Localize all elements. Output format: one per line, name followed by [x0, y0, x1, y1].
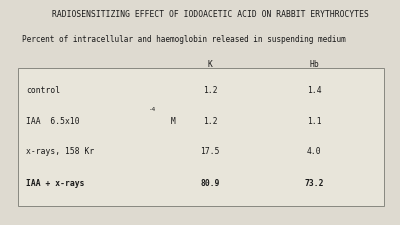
Text: 80.9: 80.9 [200, 178, 220, 187]
FancyBboxPatch shape [18, 69, 384, 206]
Text: 73.2: 73.2 [304, 178, 324, 187]
Text: IAA  6.5x10: IAA 6.5x10 [26, 117, 80, 126]
Text: Hb: Hb [309, 60, 319, 69]
Text: M: M [166, 117, 176, 126]
Text: 1.4: 1.4 [307, 86, 321, 95]
Text: RADIOSENSITIZING EFFECT OF IODOACETIC ACID ON RABBIT ERYTHROCYTES: RADIOSENSITIZING EFFECT OF IODOACETIC AC… [52, 10, 369, 19]
Text: -4: -4 [149, 106, 156, 111]
Text: 1.1: 1.1 [307, 117, 321, 126]
Text: 1.2: 1.2 [203, 117, 217, 126]
Text: 1.2: 1.2 [203, 86, 217, 95]
Text: x-rays, 158 Kr: x-rays, 158 Kr [26, 147, 94, 156]
Text: K: K [208, 60, 212, 69]
Text: 4.0: 4.0 [307, 147, 321, 156]
Text: Percent of intracellular and haemoglobin released in suspending medium: Percent of intracellular and haemoglobin… [22, 35, 346, 44]
Text: IAA + x-rays: IAA + x-rays [26, 178, 84, 187]
Text: 17.5: 17.5 [200, 147, 220, 156]
Text: control: control [26, 86, 60, 95]
